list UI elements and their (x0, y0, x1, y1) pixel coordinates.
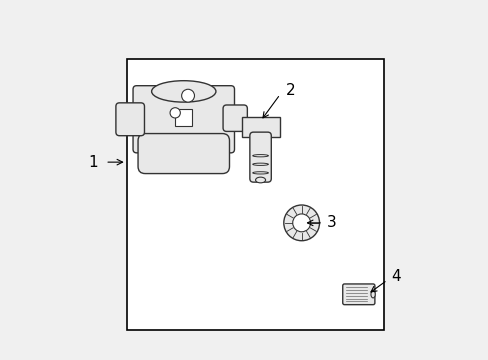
FancyBboxPatch shape (241, 117, 279, 138)
FancyBboxPatch shape (223, 105, 247, 131)
FancyBboxPatch shape (133, 86, 234, 153)
FancyBboxPatch shape (126, 59, 383, 330)
Bar (175, 109, 192, 126)
Text: 2: 2 (285, 83, 295, 98)
Text: 4: 4 (390, 269, 400, 284)
FancyBboxPatch shape (138, 134, 229, 174)
Ellipse shape (370, 291, 374, 298)
Circle shape (181, 89, 194, 102)
FancyBboxPatch shape (342, 284, 374, 305)
Circle shape (292, 214, 310, 232)
FancyBboxPatch shape (116, 103, 144, 136)
Ellipse shape (255, 177, 265, 183)
FancyBboxPatch shape (249, 132, 271, 182)
Circle shape (170, 108, 180, 118)
Circle shape (283, 205, 319, 241)
Text: 1: 1 (88, 155, 98, 170)
Text: 3: 3 (326, 215, 336, 230)
Ellipse shape (151, 81, 216, 102)
